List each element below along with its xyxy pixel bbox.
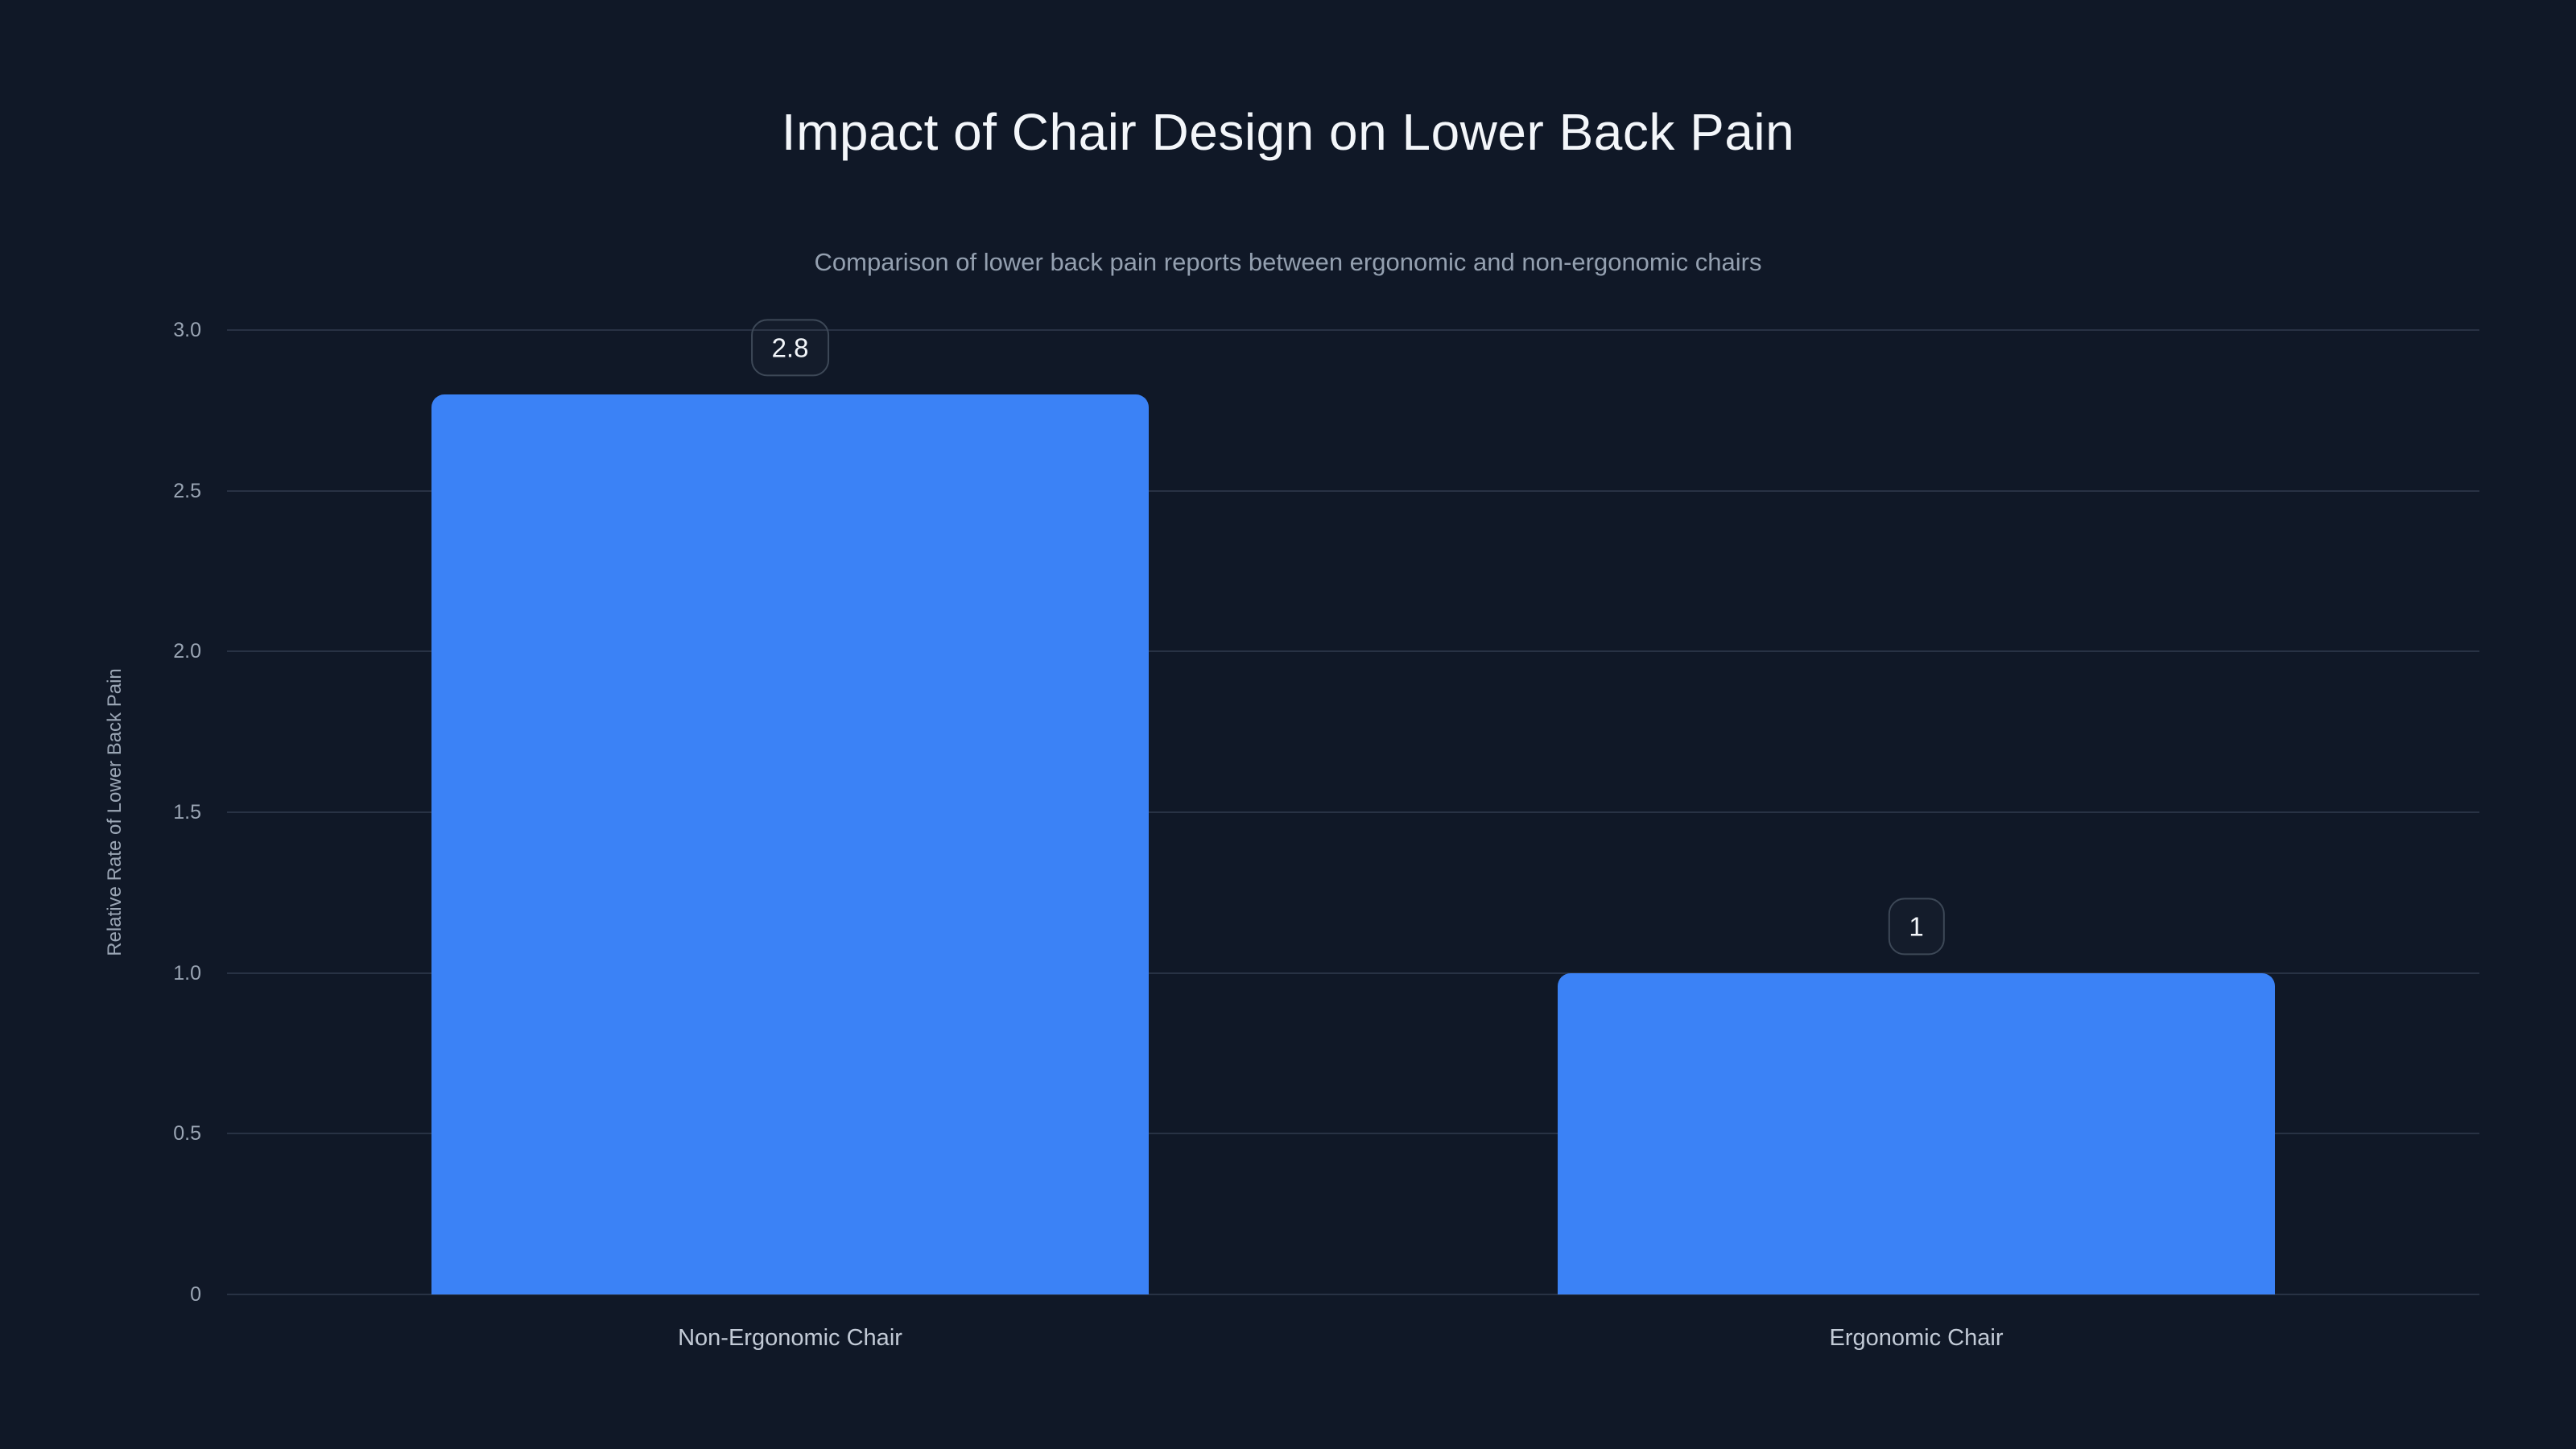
gridline	[227, 650, 2479, 653]
bar-value-label: 2.8	[750, 319, 830, 377]
y-axis-tick-label: 1.0	[173, 961, 201, 985]
y-axis-tick-label: 3.0	[173, 319, 201, 341]
chart-subtitle: Comparison of lower back pain reports be…	[814, 248, 1762, 276]
gridline	[227, 1294, 2479, 1295]
chart-bar-ergonomic-chair[interactable]	[1558, 972, 2275, 1294]
y-axis-tick-label: 1.5	[173, 801, 201, 824]
x-axis-category-label: Non-Ergonomic Chair	[678, 1325, 902, 1351]
y-axis-tick-label: 2.5	[173, 479, 201, 502]
y-axis-tick-label: 0.5	[173, 1122, 201, 1146]
x-axis-category-label: Ergonomic Chair	[1829, 1325, 2004, 1351]
bar-value-label: 1	[1888, 898, 1945, 956]
y-axis-tick-label: 0	[190, 1283, 201, 1306]
gridline	[227, 811, 2479, 813]
gridline	[227, 972, 2479, 974]
gridline	[227, 1133, 2479, 1135]
gridline	[227, 489, 2479, 492]
y-axis-tick-label: 2.0	[173, 640, 201, 663]
chart-title: Impact of Chair Design on Lower Back Pai…	[781, 103, 1795, 161]
chart-bar-non-ergonomic-chair[interactable]	[431, 394, 1149, 1294]
plot-area: 2.8 Non-Ergonomic Chair 1 Ergonomic Chair	[227, 319, 2479, 1351]
gridline	[227, 329, 2479, 331]
